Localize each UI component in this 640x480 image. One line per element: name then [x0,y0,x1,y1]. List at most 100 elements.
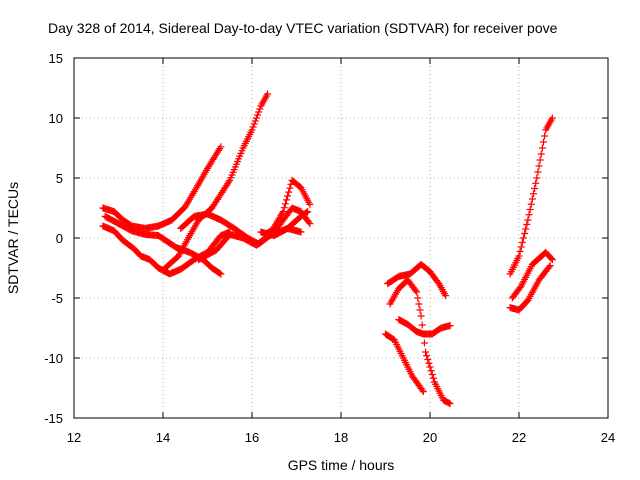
plus-marker [426,363,434,371]
x-tick-label: 20 [423,430,437,445]
y-tick-label: 10 [49,111,63,126]
plus-marker [423,352,431,360]
plus-marker [522,225,530,233]
plus-marker [536,156,544,164]
plus-marker [442,292,450,300]
plus-marker [252,114,260,122]
plus-marker [538,144,546,152]
plus-marker [516,284,524,291]
series-trace [508,248,556,302]
series-trace [384,260,450,300]
plus-marker [306,200,314,208]
x-tick-label: 16 [245,430,259,445]
plus-marker [297,228,305,236]
plus-marker [418,386,426,394]
plus-marker [304,208,312,216]
plus-marker [531,185,539,192]
plus-marker [225,178,233,186]
series-trace [101,212,225,278]
y-tick-label: -15 [44,411,63,426]
plus-marker [515,252,523,260]
plus-marker [420,339,428,347]
plus-marker [248,126,256,134]
plus-marker [521,230,529,237]
plus-marker [249,123,257,131]
x-tick-label: 18 [334,430,348,445]
plus-marker [547,254,555,262]
plus-marker [525,211,533,219]
plus-marker [529,190,537,198]
plus-marker [519,234,527,242]
plus-marker [446,400,454,408]
axis-ticks [73,57,609,419]
series-trace [99,222,234,278]
plus-marker [282,196,290,204]
plus-marker [419,388,427,396]
plus-marker [305,218,313,226]
plus-marker [414,294,422,302]
plus-marker [250,120,258,128]
plus-marker [264,90,272,98]
series-trace [257,224,305,240]
plus-marker [422,348,430,356]
plus-marker [424,356,432,363]
plus-marker [539,138,547,146]
plus-marker [546,262,554,270]
x-tick-labels: 12 14 16 18 20 22 24 [67,430,615,445]
series-trace [195,176,314,264]
plus-marker [286,184,294,192]
plus-marker [535,162,543,170]
y-tick-labels: -15 -10 -5 0 5 10 15 [44,51,63,426]
chart-title: Day 328 of 2014, Sidereal Day-to-day VTE… [48,20,558,36]
plus-marker [425,359,433,367]
plus-marker [517,243,525,251]
plus-marker [528,195,536,203]
plus-marker [415,300,423,308]
series-trace [395,316,454,338]
x-tick-label: 22 [512,430,526,445]
plus-marker [280,204,288,212]
plus-marker [417,312,425,320]
plus-marker [419,330,427,338]
series-trace [506,262,554,314]
plus-marker [548,256,556,264]
y-tick-label: -5 [51,291,63,306]
plus-marker [428,371,436,378]
y-tick-label: -10 [44,351,63,366]
plus-marker [523,221,531,228]
plus-marker [446,322,454,330]
plus-marker [516,248,524,255]
series-trace [161,90,272,272]
x-tick-label: 14 [156,430,170,445]
data-marks [99,90,556,408]
plus-marker [251,117,259,125]
plus-marker [541,132,549,140]
plus-marker [527,200,535,208]
plus-marker [256,105,264,113]
series-trace [99,143,225,232]
series-trace [506,114,556,278]
y-tick-label: 5 [56,171,63,186]
y-tick-label: 15 [49,51,63,66]
plus-marker [418,321,426,329]
x-axis-label: GPS time / hours [288,457,395,473]
plus-marker [413,288,421,296]
plus-marker [217,143,225,151]
x-tick-label: 12 [67,430,81,445]
series-trace [386,276,454,408]
plus-marker [217,270,225,278]
plus-marker [306,220,314,228]
plus-marker [429,374,437,382]
plus-marker [548,114,556,122]
plus-marker [281,200,289,208]
plus-marker [532,179,540,187]
plus-marker [285,188,293,196]
plus-marker [534,168,542,176]
plus-marker [545,263,553,271]
plus-marker [284,192,292,200]
plus-marker [518,239,526,246]
y-axis-label: SDTVAR / TECUs [5,182,21,294]
x-tick-label: 24 [601,430,615,445]
plus-marker [412,287,420,294]
